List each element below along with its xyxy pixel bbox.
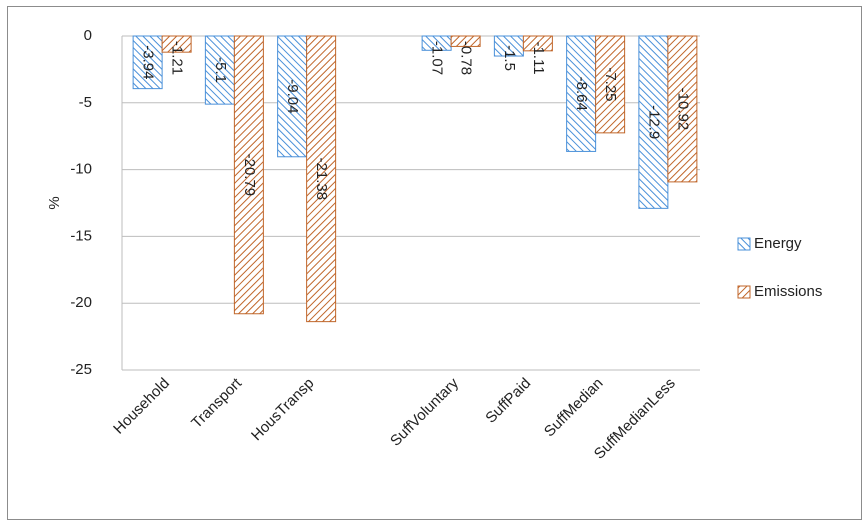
bar [132, 35, 163, 90]
bar [522, 35, 553, 52]
y-axis-label: % [46, 196, 63, 209]
y-tick-label: -5 [79, 94, 92, 111]
y-tick-label: -20 [70, 294, 92, 311]
legend-label: Emissions [754, 283, 822, 300]
chart-frame [7, 6, 862, 520]
legend-swatch [737, 285, 751, 299]
bar [667, 35, 698, 183]
bar [161, 35, 192, 53]
bar [306, 35, 337, 323]
data-label: -20.79 [241, 154, 258, 197]
data-label: -1.21 [169, 41, 186, 75]
bar [204, 35, 235, 105]
data-label: -8.64 [573, 77, 590, 111]
data-label: -1.5 [501, 45, 518, 71]
data-label: -12.9 [645, 105, 662, 139]
data-label: -9.04 [284, 79, 301, 113]
y-tick-label: -25 [70, 361, 92, 378]
data-label: -7.25 [602, 67, 619, 101]
legend-swatch [737, 237, 751, 251]
data-label: -5.1 [212, 57, 229, 83]
y-tick-label: -15 [70, 227, 92, 244]
data-label: -0.78 [458, 41, 475, 75]
y-tick-label: -10 [70, 161, 92, 178]
y-tick-label: 0 [84, 27, 92, 44]
data-label: -21.38 [313, 158, 330, 201]
data-label: -3.94 [140, 45, 157, 79]
bar [277, 35, 308, 158]
data-label: -1.07 [429, 41, 446, 75]
bar [233, 35, 264, 315]
data-label: -1.11 [530, 41, 547, 74]
bar [638, 35, 669, 209]
bar [450, 35, 481, 47]
data-label: -10.92 [674, 88, 691, 131]
bar [595, 35, 626, 134]
legend-label: Energy [754, 235, 802, 252]
